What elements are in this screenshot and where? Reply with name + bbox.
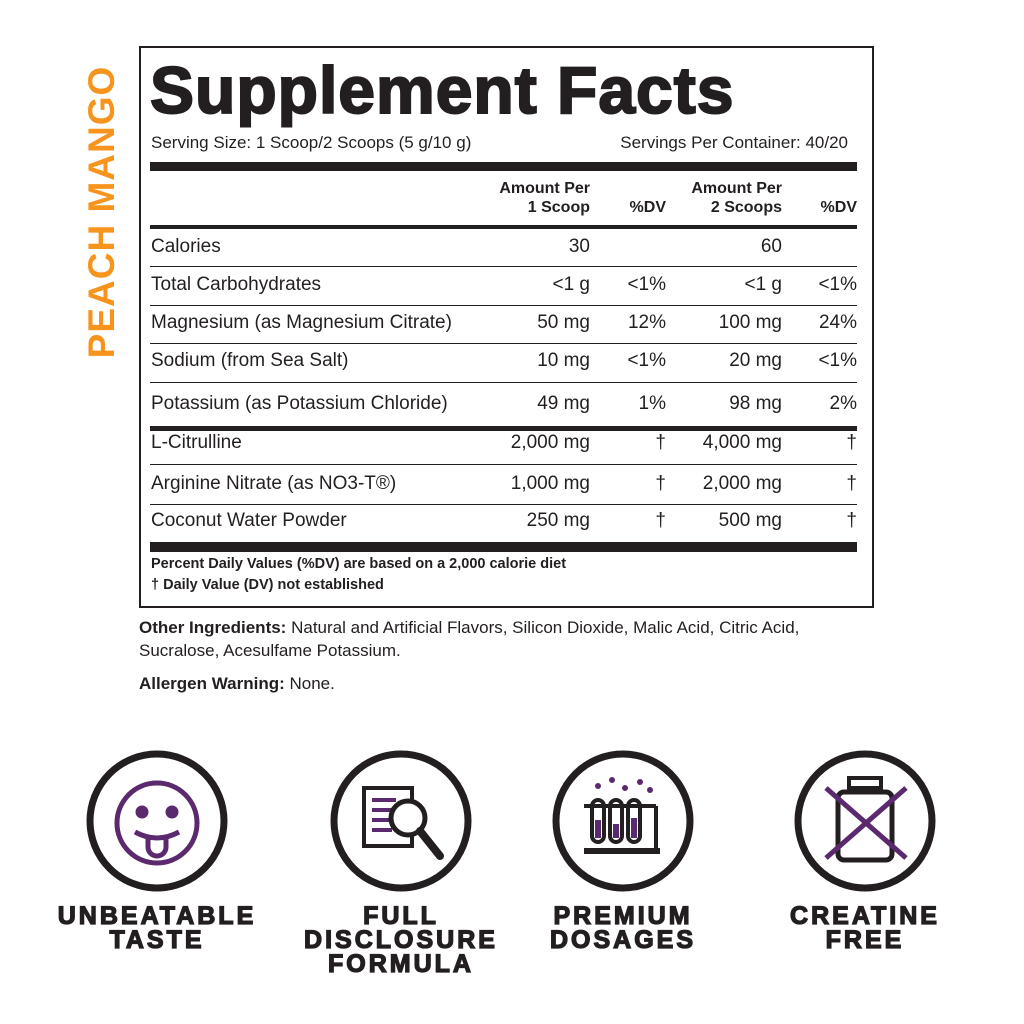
amount: 20 mg — [729, 350, 782, 371]
daily-value: † — [655, 510, 666, 531]
header-line: %DV — [820, 199, 857, 216]
amount: 10 mg — [537, 350, 590, 371]
test-tubes-icon — [584, 777, 660, 854]
badge-line: CREATINE — [789, 902, 940, 930]
daily-value: 12% — [627, 312, 666, 333]
daily-value: 2% — [829, 393, 857, 414]
row-divider — [150, 504, 857, 505]
header-line: 1 Scoop — [527, 199, 590, 216]
daily-value: † — [846, 473, 857, 494]
daily-value: † — [655, 473, 666, 494]
daily-value: † — [846, 432, 857, 453]
rule — [150, 225, 857, 229]
badge-icons — [86, 750, 936, 892]
badge-line: PREMIUM — [553, 902, 693, 930]
daily-value: <1% — [818, 274, 857, 295]
amount: 4,000 mg — [702, 432, 782, 453]
daily-value: † — [846, 510, 857, 531]
row-divider — [150, 464, 857, 465]
daily-value: <1% — [818, 350, 857, 371]
thick-rule — [150, 162, 857, 171]
row-divider — [150, 266, 857, 267]
daily-value: † — [655, 432, 666, 453]
daily-value: 1% — [638, 393, 666, 414]
nutrient-name: Potassium (as Potassium Chloride) — [151, 393, 448, 414]
smiley-icon — [114, 780, 200, 866]
footnote: Percent Daily Values (%DV) are based on … — [151, 556, 567, 572]
badge-line: FORMULA — [327, 950, 474, 978]
daily-value: <1% — [627, 274, 666, 295]
badge-line: DOSAGES — [549, 926, 697, 954]
creatine-free-icon — [824, 776, 908, 863]
amount: <1 g — [552, 274, 590, 295]
column-header: Amount Per 2 Scoops — [691, 179, 782, 217]
badge-label: PREMIUM DOSAGES — [549, 902, 697, 954]
amount: 2,000 mg — [510, 432, 590, 453]
amount: 98 mg — [729, 393, 782, 414]
header-line: Amount Per — [691, 180, 782, 197]
serving-size: Serving Size: 1 Scoop/2 Scoops (5 g/10 g… — [151, 133, 472, 152]
badge-line: FULL — [362, 902, 439, 930]
text: None. — [289, 674, 335, 693]
amount: 60 — [760, 236, 782, 257]
amount: 2,000 mg — [702, 473, 782, 494]
nutrient-name: L-Citrulline — [151, 432, 242, 453]
amount: 500 mg — [718, 510, 782, 531]
nutrient-name: Calories — [151, 236, 221, 257]
badge-line: UNBEATABLE — [57, 902, 257, 930]
badge-label: FULL DISCLOSURE FORMULA — [303, 902, 498, 978]
servings-per-container: Servings Per Container: 40/20 — [620, 133, 848, 152]
footnote: † Daily Value (DV) not established — [151, 577, 384, 593]
badge-circles — [86, 750, 936, 892]
other-ingredients: Other Ingredients: Natural and Artificia… — [139, 616, 869, 662]
row-divider — [150, 343, 857, 344]
daily-value: <1% — [627, 350, 666, 371]
badge-line: TASTE — [109, 926, 205, 954]
text: Natural and Artificial Flavors, Silicon … — [139, 618, 800, 660]
amount: 49 mg — [537, 393, 590, 414]
amount: 1,000 mg — [510, 473, 590, 494]
badge-label: UNBEATABLE TASTE — [57, 902, 257, 954]
facts-box — [139, 46, 874, 608]
amount: 50 mg — [537, 312, 590, 333]
rule — [150, 426, 857, 431]
column-header: Amount Per 1 Scoop — [499, 179, 590, 217]
badge-label: CREATINE FREE — [789, 902, 940, 954]
nutrient-name: Sodium (from Sea Salt) — [151, 350, 349, 371]
header-line: Amount Per — [499, 180, 590, 197]
document-icon — [362, 786, 444, 860]
row-divider — [150, 382, 857, 383]
amount: 100 mg — [718, 312, 782, 333]
flavor-label: PEACH MANGO — [81, 65, 122, 359]
nutrient-name: Total Carbohydrates — [151, 274, 322, 295]
nutrient-name: Arginine Nitrate (as NO3-T®) — [151, 473, 397, 494]
header-line: 2 Scoops — [710, 199, 782, 216]
label: Allergen Warning: — [139, 674, 285, 693]
badge-line: DISCLOSURE — [303, 926, 498, 954]
daily-value: 24% — [818, 312, 857, 333]
label: Other Ingredients: — [139, 618, 287, 637]
amount: 250 mg — [526, 510, 590, 531]
row-divider — [150, 305, 857, 306]
column-header: %DV — [821, 198, 857, 217]
nutrient-name: Coconut Water Powder — [151, 510, 347, 531]
thick-rule — [150, 542, 857, 552]
amount: <1 g — [744, 274, 782, 295]
nutrient-name: Magnesium (as Magnesium Citrate) — [151, 312, 452, 333]
allergen-warning: Allergen Warning: None. — [139, 672, 869, 695]
column-header: %DV — [630, 198, 666, 217]
header-line: %DV — [629, 199, 666, 216]
amount: 30 — [568, 236, 590, 257]
title: Supplement Facts — [149, 52, 735, 128]
badge-line: FREE — [825, 926, 905, 954]
